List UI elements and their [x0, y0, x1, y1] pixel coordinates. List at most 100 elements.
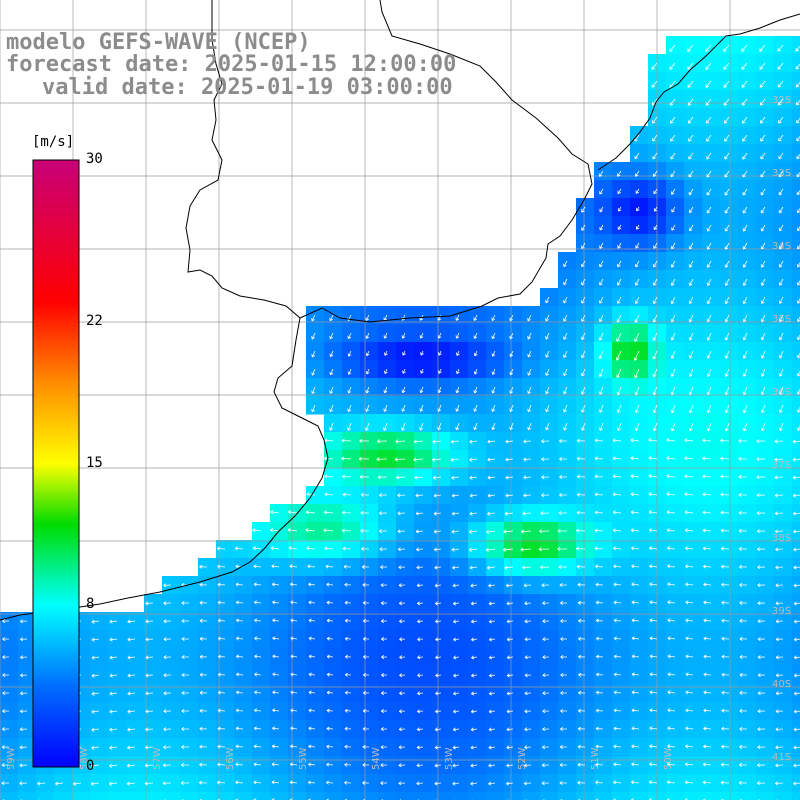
colorbar-units: [m/s]	[32, 134, 75, 150]
wind-vector	[577, 492, 586, 497]
wind-cell	[360, 792, 379, 800]
wind-vector	[778, 314, 784, 323]
wind-cell	[504, 540, 523, 559]
wind-vector	[617, 188, 622, 195]
wind-vector	[473, 386, 478, 394]
wind-vector	[397, 511, 406, 516]
wind-cell	[162, 720, 181, 739]
wind-vector	[760, 170, 766, 178]
wind-vector	[667, 708, 676, 713]
wind-vector	[631, 708, 640, 713]
wind-cell	[342, 738, 361, 757]
wind-vector	[290, 690, 298, 695]
wind-vector	[326, 726, 334, 731]
wind-cell	[360, 774, 379, 793]
wind-cell	[738, 738, 757, 757]
wind-vector	[437, 422, 442, 431]
wind-cell	[252, 738, 271, 757]
wind-vector	[91, 691, 100, 696]
wind-cell	[468, 666, 487, 685]
wind-vector	[685, 600, 694, 605]
wind-vector	[560, 726, 568, 732]
wind-cell	[792, 792, 800, 800]
wind-vector	[738, 510, 748, 515]
wind-cell	[612, 432, 631, 451]
wind-cell	[522, 594, 541, 613]
wind-vector	[362, 744, 370, 749]
wind-cell	[396, 648, 415, 667]
wind-cell	[630, 522, 649, 541]
wind-cell	[414, 576, 433, 595]
wind-cell	[756, 648, 775, 667]
wind-vector	[774, 493, 784, 498]
wind-vector	[527, 386, 532, 394]
wind-vector	[649, 618, 658, 623]
wind-vector	[630, 438, 640, 443]
wind-vector	[347, 368, 352, 375]
wind-vector	[217, 690, 226, 695]
wind-vector	[667, 654, 676, 659]
wind-vector	[434, 763, 442, 768]
wind-cell	[432, 576, 451, 595]
wind-cell	[414, 720, 433, 739]
wind-cell	[342, 594, 361, 613]
wind-cell	[90, 774, 109, 793]
wind-cell	[288, 684, 307, 703]
wind-cell	[396, 684, 415, 703]
wind-vector	[437, 332, 442, 339]
wind-cell	[180, 792, 199, 800]
wind-vector	[558, 564, 568, 570]
wind-cell	[360, 648, 379, 667]
wind-vector	[724, 278, 730, 286]
wind-vector	[757, 727, 766, 732]
wind-vector	[703, 618, 712, 623]
wind-vector	[721, 600, 730, 605]
wind-cell	[432, 594, 451, 613]
wind-vector	[596, 672, 604, 677]
wind-cell	[756, 558, 775, 577]
wind-cell	[756, 792, 775, 800]
wind-vector	[774, 475, 784, 480]
wind-vector	[666, 780, 676, 785]
wind-vector	[199, 762, 208, 767]
wind-cell	[108, 702, 127, 721]
wind-cell	[126, 756, 145, 775]
wind-vector	[576, 528, 586, 533]
wind-cell	[216, 540, 235, 559]
wind-cell	[594, 774, 613, 793]
lat-label: 40S	[772, 679, 791, 690]
wind-cell	[792, 144, 800, 163]
wind-vector	[290, 618, 298, 623]
wind-vector	[560, 600, 568, 606]
wind-cell	[108, 774, 127, 793]
wind-cell	[756, 756, 775, 775]
wind-cell	[126, 738, 145, 757]
wind-cell	[126, 774, 145, 793]
wind-cell	[306, 522, 325, 541]
wind-vector	[523, 493, 532, 498]
wind-vector	[469, 565, 478, 570]
wind-cell	[234, 720, 253, 739]
wind-vector	[576, 438, 586, 443]
wind-cell	[126, 702, 145, 721]
wind-vector	[706, 296, 712, 305]
wind-vector	[420, 368, 424, 374]
wind-cell	[576, 702, 595, 721]
wind-vector	[306, 546, 316, 551]
wind-cell	[756, 576, 775, 595]
wind-cell	[630, 792, 649, 800]
wind-vector	[706, 224, 712, 232]
lon-label: 50W	[663, 747, 674, 770]
colorbar	[32, 159, 80, 768]
wind-vector	[653, 242, 658, 249]
wind-vector	[417, 601, 424, 606]
wind-vector	[757, 763, 766, 768]
wind-cell	[792, 396, 800, 415]
wind-cell	[684, 522, 703, 541]
wind-cell	[378, 486, 397, 505]
wind-cell	[612, 468, 631, 487]
wind-vector	[363, 690, 370, 695]
wind-vector	[757, 673, 766, 678]
wind-vector	[502, 547, 514, 552]
wind-cell	[756, 684, 775, 703]
